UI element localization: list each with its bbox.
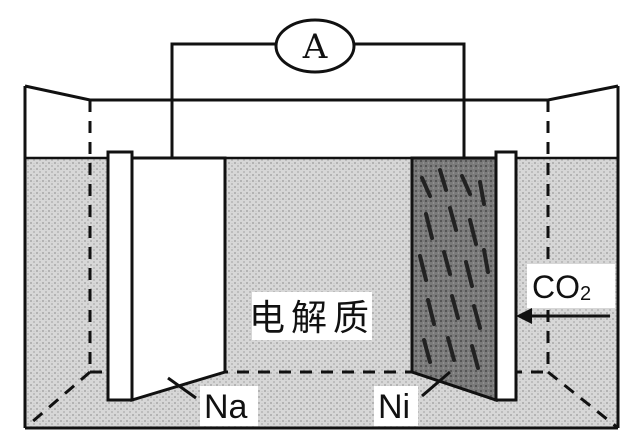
co2-inflow-arrow <box>516 308 610 324</box>
anode-label: Na <box>204 388 248 426</box>
ni-label-bg <box>374 386 418 426</box>
ammeter-label: A <box>302 27 328 67</box>
circuit-wires <box>170 42 466 158</box>
electrolyte-label-bg <box>252 292 372 340</box>
ammeter: A <box>274 18 356 74</box>
na-label-bg <box>200 386 258 426</box>
co2-label-bg <box>527 264 615 308</box>
cathode-label: Ni <box>378 388 410 426</box>
nickel-pore-marks <box>418 168 490 370</box>
na-leader-line <box>167 376 197 400</box>
container-outline <box>23 84 620 430</box>
gas-label: CO2 <box>532 269 591 305</box>
gas-label-subscript: 2 <box>580 283 591 305</box>
electrolyte-label: 电解质 <box>249 297 375 338</box>
ni-leader-line <box>421 370 451 398</box>
nickel-electrode <box>410 150 518 403</box>
gas-label-main: CO <box>532 269 580 305</box>
sodium-electrode <box>106 150 227 403</box>
